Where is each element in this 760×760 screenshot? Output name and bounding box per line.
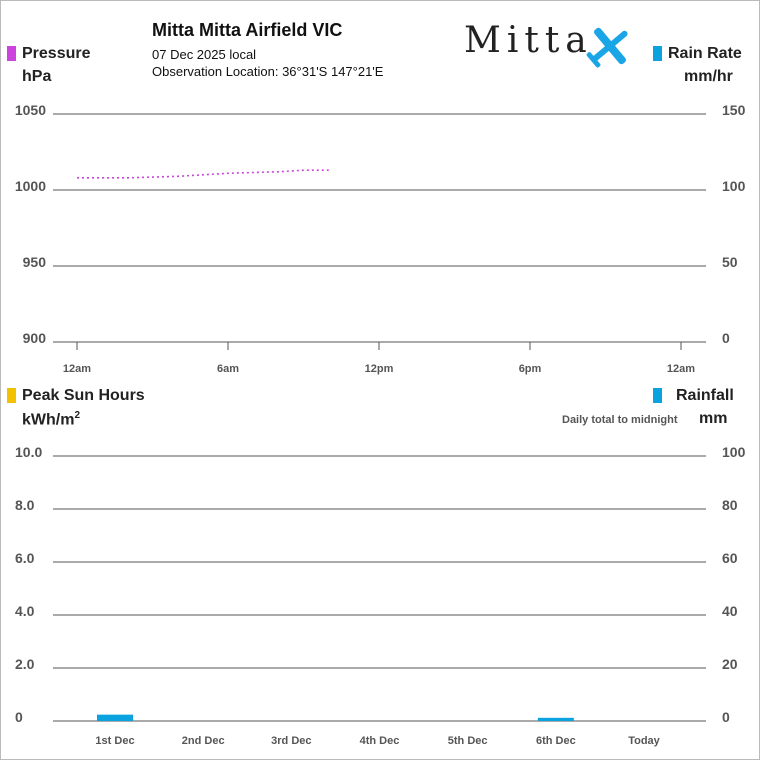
station-title: Mitta Mitta Airfield VIC [152,20,343,40]
pressure-series-line [77,169,329,179]
rainfall-tick-label: 60 [722,550,738,566]
logo-text: Mitta [464,20,593,61]
sun-unit-sup: 2 [74,410,81,421]
pressure-tick-label: 1000 [15,178,46,194]
rain-rate-tick-label: 150 [722,102,746,118]
sun-tick-label: 4.0 [15,603,35,619]
day-tick-label: 4th Dec [360,735,400,747]
location-line: Observation Location: 36°31'S 147°21'E [152,64,384,79]
rainfall-bar [97,714,133,721]
day-tick-label: 2nd Dec [182,735,225,747]
sun-tick-label: 8.0 [15,497,35,513]
sun-unit-text: kWh/m [22,411,75,429]
sun-tick-label: 2.0 [15,656,35,672]
rainfall-bar [537,717,574,721]
time-tick-label: 6am [217,363,239,375]
pressure-tick-label: 950 [23,254,47,270]
sun-tick-label: 6.0 [15,550,35,566]
time-tick-label: 12am [667,363,695,375]
rainfall-unit: mm [699,410,728,427]
rain-rate-tick-label: 0 [722,330,730,346]
day-tick-label: 6th Dec [536,735,576,747]
day-tick-label: 5th Dec [448,735,488,747]
pressure-axis-label: Pressure [22,45,91,62]
sun-unit: kWh/m2 [22,410,80,429]
sun-legend-swatch [7,388,16,403]
pressure-legend-swatch [7,46,16,61]
rainfall-note: Daily total to midnight [562,414,678,426]
rainfall-legend-swatch [653,388,662,403]
rain-rate-tick-label: 100 [722,178,746,194]
rainfall-tick-label: 20 [722,656,738,672]
rain-rate-unit: mm/hr [684,68,733,85]
rain-rate-legend-swatch [653,46,662,61]
time-tick-label: 12am [63,363,91,375]
day-tick-label: 3rd Dec [271,735,311,747]
rainfall-tick-label: 40 [722,603,738,619]
rainfall-tick-label: 80 [722,497,738,513]
rain-rate-axis-label: Rain Rate [668,45,742,62]
pressure-tick-label: 1050 [15,102,46,118]
pressure-tick-label: 900 [23,330,47,346]
sun-tick-label: 0 [15,709,23,725]
rainfall-tick-label: 100 [722,444,746,460]
rainfall-axis-label: Rainfall [676,387,734,404]
pressure-unit: hPa [22,68,52,85]
day-tick-label: 1st Dec [95,735,134,747]
time-tick-label: 6pm [519,363,542,375]
time-tick-label: 12pm [365,363,394,375]
rainfall-tick-label: 0 [722,709,730,725]
sun-axis-label: Peak Sun Hours [22,387,145,404]
date-line: 07 Dec 2025 local [152,47,257,62]
rain-rate-tick-label: 50 [722,254,738,270]
sun-tick-label: 10.0 [15,444,42,460]
day-tick-label: Today [628,735,660,747]
